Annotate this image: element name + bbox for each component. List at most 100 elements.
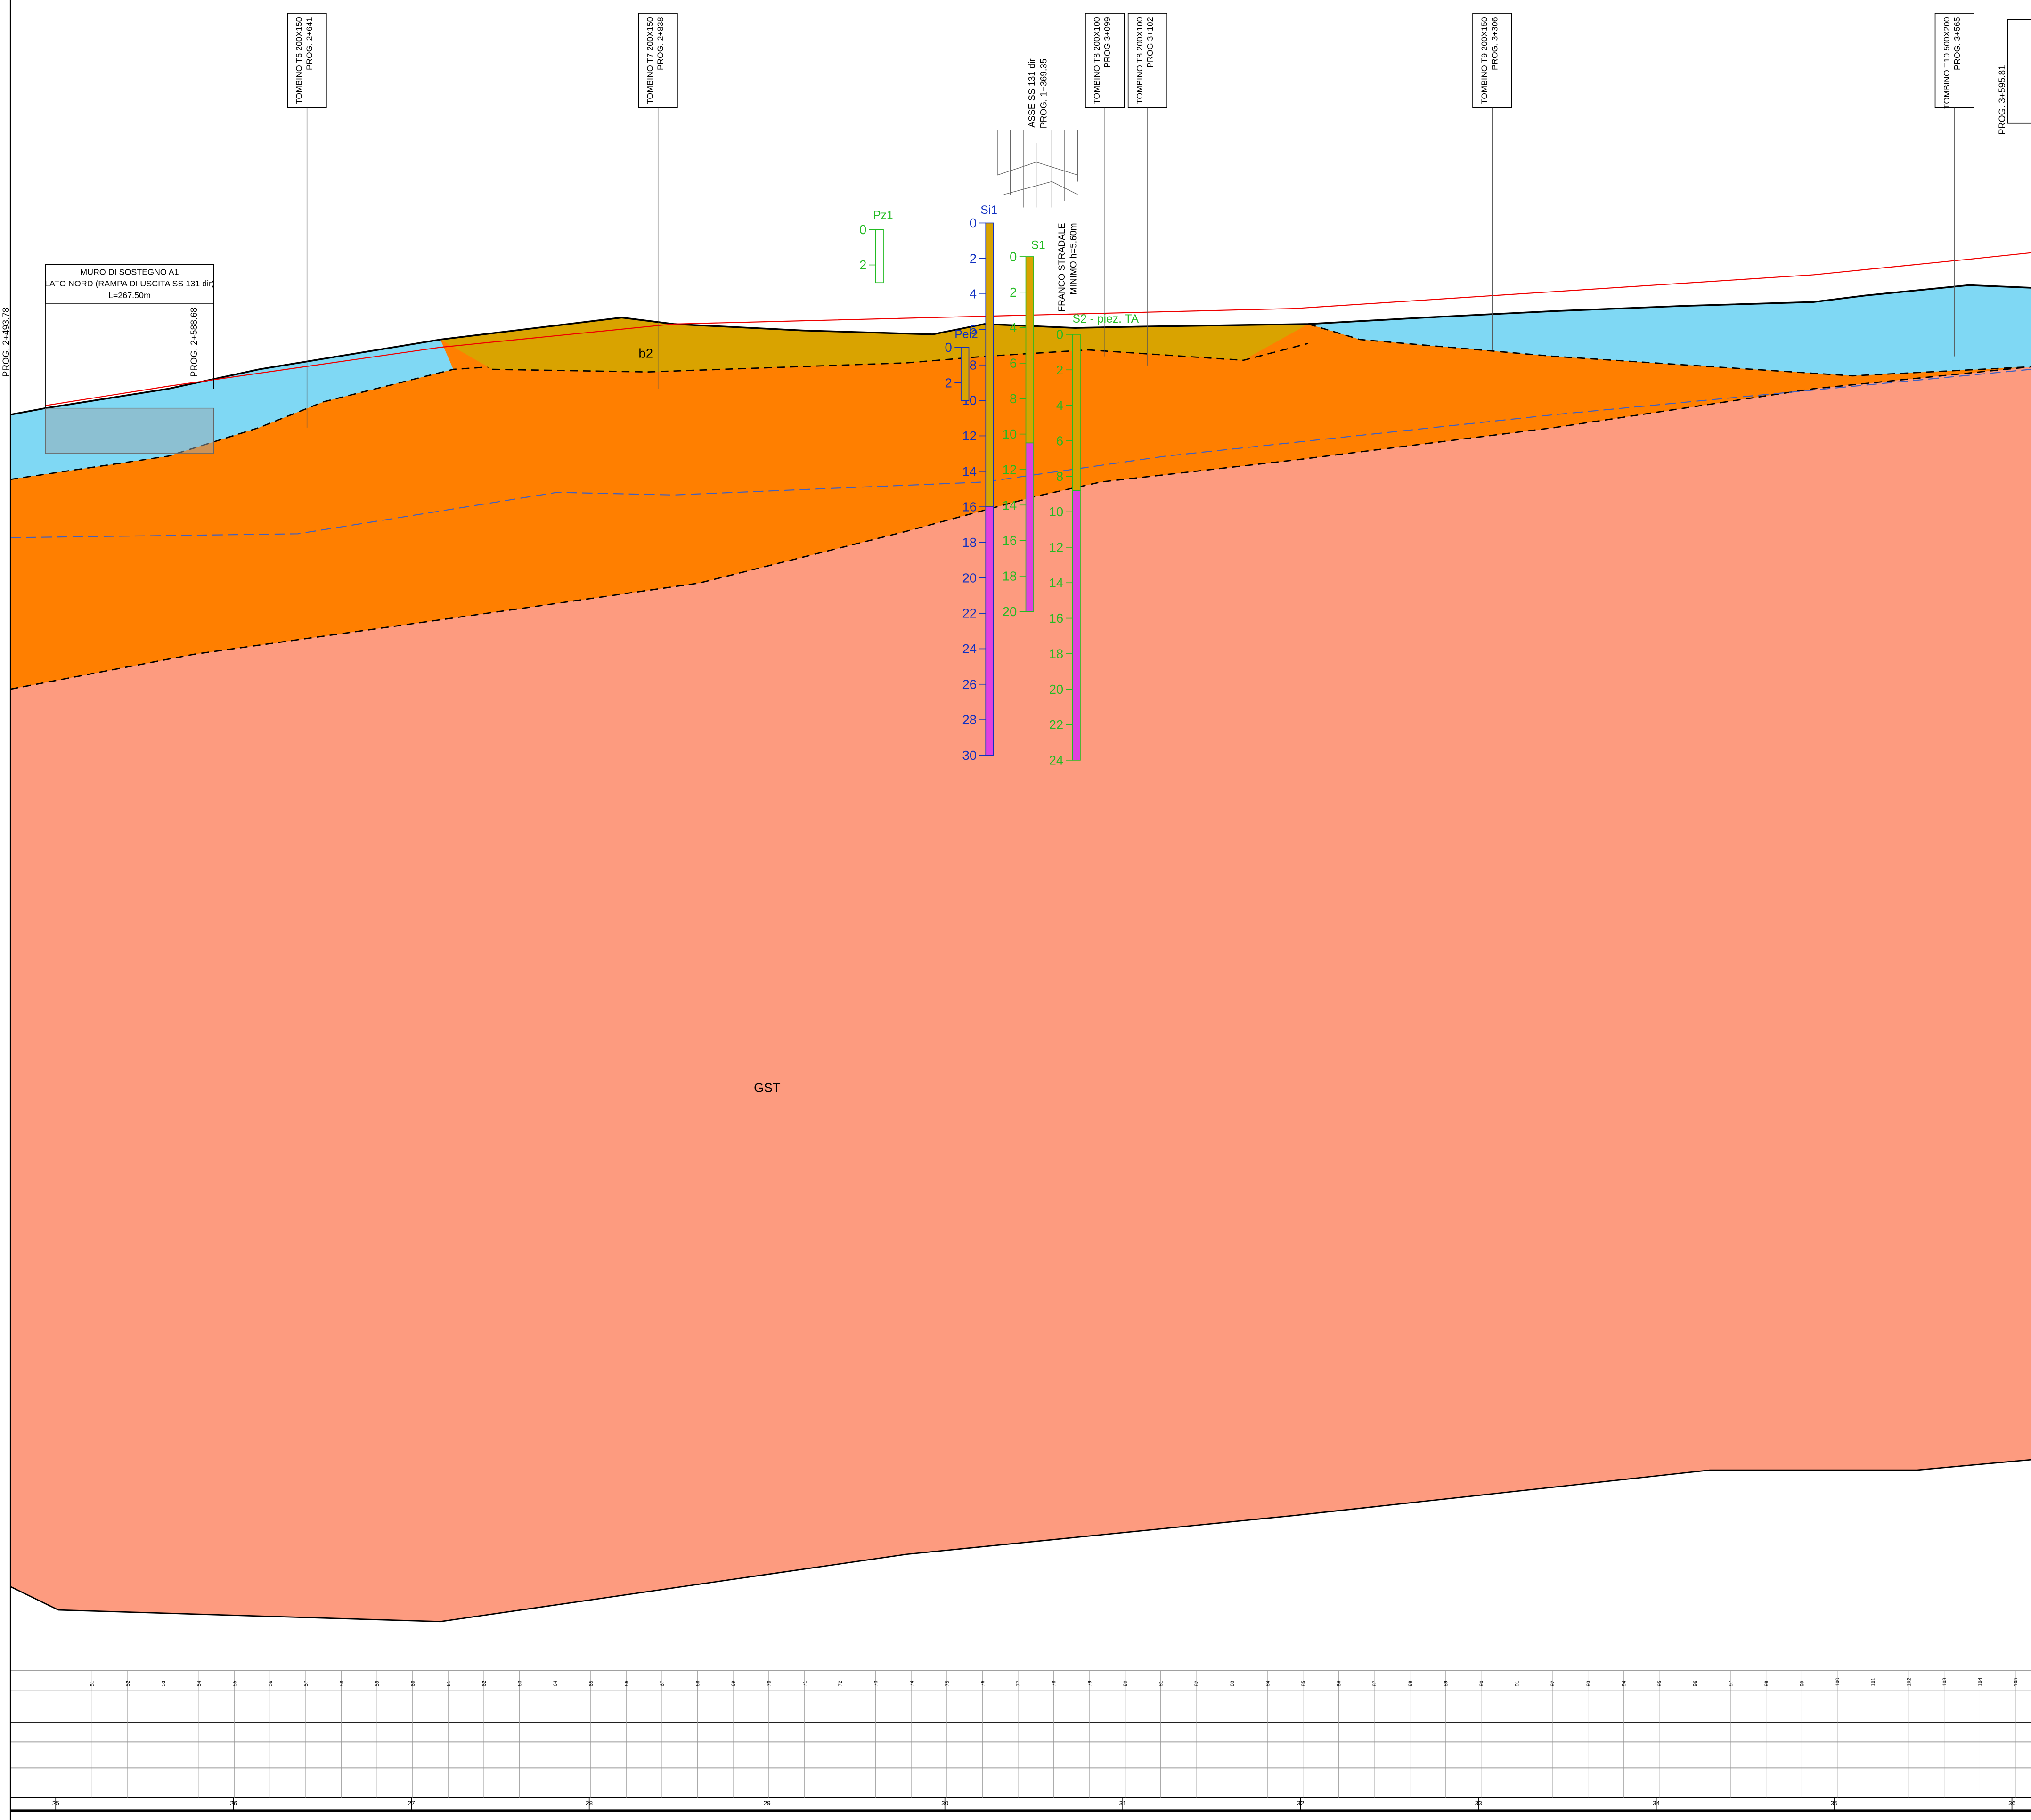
- depth-label: 4: [1056, 398, 1063, 413]
- layer-label: b2: [638, 346, 653, 360]
- culvert-name: TOMBINO T10 500X200: [1942, 17, 1951, 109]
- depth-label: 18: [962, 535, 977, 550]
- section-number: 60: [410, 1681, 416, 1686]
- retaining-wall: [45, 408, 213, 454]
- depth-label: 22: [1049, 717, 1064, 732]
- right-box: [2008, 20, 2031, 123]
- depth-label: 0: [945, 340, 952, 355]
- section-number: 62: [481, 1681, 487, 1686]
- borehole: [876, 229, 883, 283]
- clearance: MINIMO h=5.60m: [1069, 223, 1079, 294]
- depth-label: 14: [1003, 498, 1017, 512]
- km-label: 25: [52, 1800, 60, 1807]
- wall-prog: PROG. 2+588.68: [189, 307, 199, 377]
- section-number: 70: [767, 1681, 772, 1686]
- depth-label: 20: [962, 570, 977, 585]
- culvert-prog: PROG. 3+565: [1952, 17, 1962, 70]
- section-number: 65: [588, 1681, 594, 1686]
- culvert-prog: PROG. 3+306: [1490, 17, 1499, 70]
- depth-label: 12: [1003, 463, 1017, 477]
- section-number: 53: [161, 1681, 167, 1686]
- section-number: 77: [1016, 1681, 1021, 1686]
- depth-label: 2: [859, 258, 866, 272]
- table-grid: [10, 1671, 2031, 1811]
- depth-label: 18: [1003, 569, 1017, 584]
- section-number: 97: [1728, 1681, 1734, 1686]
- depth-label: 4: [970, 287, 977, 301]
- km-label: 28: [586, 1800, 593, 1807]
- culvert-prog: PROG. 2+641: [305, 17, 314, 70]
- axis-name: ASSE SS 131 dir: [1028, 58, 1037, 128]
- depth-label: 14: [1049, 576, 1064, 590]
- section-number: 102: [1906, 1678, 1912, 1686]
- section-number: 80: [1123, 1681, 1128, 1686]
- depth-label: 30: [962, 748, 977, 763]
- section-number: 58: [339, 1681, 345, 1686]
- borehole-lower: [1072, 490, 1080, 760]
- section-number: 72: [838, 1681, 843, 1686]
- section-number: 104: [1978, 1678, 1983, 1686]
- depth-label: 20: [1003, 604, 1017, 619]
- layer-label: GST: [754, 1080, 781, 1095]
- section-number: 64: [553, 1681, 558, 1686]
- section-number: 94: [1621, 1681, 1627, 1686]
- borehole-upper: [986, 223, 993, 507]
- km-label: 31: [1119, 1800, 1126, 1807]
- depth-label: 6: [1010, 356, 1017, 371]
- section-number: 90: [1479, 1681, 1485, 1686]
- section-number: 56: [268, 1681, 273, 1686]
- borehole-name: Pei2: [954, 328, 978, 341]
- section-number: 84: [1265, 1681, 1271, 1686]
- depth-label: 0: [970, 216, 977, 230]
- section-number: 88: [1408, 1681, 1413, 1686]
- depth-label: 2: [1056, 363, 1063, 377]
- km-label: 30: [941, 1800, 949, 1807]
- km-label: 26: [230, 1800, 237, 1807]
- depth-label: 10: [1049, 504, 1064, 519]
- depth-label: 20: [1049, 682, 1064, 697]
- km-label: 29: [764, 1800, 771, 1807]
- depth-label: 24: [962, 642, 977, 656]
- depth-label: 22: [962, 606, 977, 621]
- depth-label: 0: [1010, 250, 1017, 264]
- depth-label: 8: [970, 358, 977, 372]
- section-number: 99: [1799, 1681, 1805, 1686]
- depth-label: 0: [1056, 327, 1063, 342]
- section-number: 96: [1693, 1681, 1698, 1686]
- km-label: 34: [1653, 1800, 1660, 1807]
- culvert-name: TOMBINO T7 200X150: [645, 17, 655, 104]
- section-number: 103: [1942, 1678, 1948, 1686]
- section-number: 55: [232, 1681, 238, 1686]
- culvert-prog: PROG 3+099: [1102, 17, 1112, 68]
- km-label: 36: [2008, 1800, 2016, 1807]
- depth-label: 12: [962, 429, 977, 443]
- section-number: 93: [1586, 1681, 1591, 1686]
- section-number: 59: [375, 1681, 380, 1686]
- section-number: 91: [1515, 1681, 1520, 1686]
- km-label: 32: [1297, 1800, 1304, 1807]
- section-number: 81: [1158, 1681, 1164, 1686]
- borehole-name: S1: [1031, 239, 1045, 252]
- section-number: 63: [517, 1681, 523, 1686]
- km-label: 35: [1830, 1800, 1838, 1807]
- section-number: 98: [1764, 1681, 1770, 1686]
- bridge-piles: [997, 130, 1077, 208]
- borehole-upper: [1026, 257, 1033, 443]
- section-number: 95: [1657, 1681, 1663, 1686]
- wall-text: MURO DI SOSTEGNO A1: [80, 267, 179, 276]
- section-number: 61: [446, 1681, 451, 1686]
- depth-label: 16: [1049, 611, 1064, 626]
- depth-label: 8: [1010, 391, 1017, 406]
- section-number: 100: [1835, 1678, 1841, 1686]
- section-number: 87: [1372, 1681, 1378, 1686]
- depth-label: 14: [962, 464, 977, 479]
- section-number: 75: [945, 1681, 950, 1686]
- depth-label: 28: [962, 713, 977, 727]
- section-number: 78: [1052, 1681, 1057, 1686]
- borehole-upper: [1072, 334, 1080, 490]
- depth-label: 10: [1003, 427, 1017, 441]
- wall-text: LATO NORD (RAMPA DI USCITA SS 131 dir): [45, 279, 214, 288]
- section-number: 92: [1550, 1681, 1556, 1686]
- km-label: 27: [408, 1800, 415, 1807]
- section-number: 69: [731, 1681, 736, 1686]
